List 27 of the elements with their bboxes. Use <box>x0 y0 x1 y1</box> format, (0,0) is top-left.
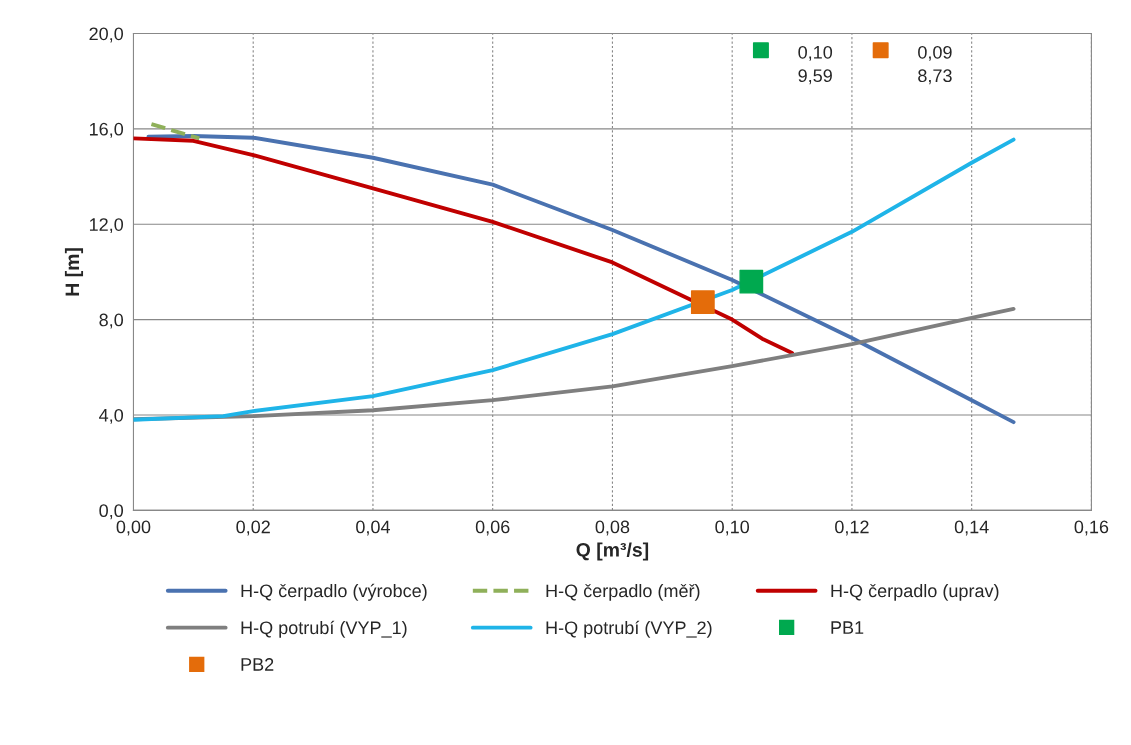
y-tick-label: 16,0 <box>89 122 124 138</box>
x-tick-label: 0,06 <box>475 520 510 536</box>
y-tick-label: 8,0 <box>99 313 124 329</box>
x-tick-label: 0,02 <box>236 520 270 536</box>
legend-label: H-Q potrubí (VYP_2) <box>546 620 712 638</box>
x-tick-label: 0,00 <box>116 520 151 536</box>
legend-label: H-Q čerpadlo (měř) <box>546 583 700 601</box>
legend-label: PB1 <box>831 621 864 634</box>
annotation: 0,10 9,59 <box>798 45 833 85</box>
line-series <box>133 136 794 355</box>
x-tick-label: 0,04 <box>356 520 390 536</box>
y-tick-label: 12,0 <box>89 218 124 234</box>
y-axis-title: H [m] <box>64 248 84 296</box>
y-tick-label: 4,0 <box>99 408 124 424</box>
x-tick-label: 0,08 <box>595 520 630 536</box>
y-tick-label: 0,0 <box>99 504 124 520</box>
legend-label: H-Q čerpadlo (výrobce) <box>241 583 427 601</box>
x-tick-label: 0,12 <box>835 520 869 536</box>
x-tick-label: 0,14 <box>954 520 989 536</box>
legend-label: H-Q potrubí (VYP_1) <box>241 620 407 638</box>
annotation: 0,09 8,73 <box>918 45 952 85</box>
x-tick-label: 0,16 <box>1074 520 1109 536</box>
y-tick-label: 20,0 <box>89 27 124 43</box>
legend-label: H-Q čerpadlo (uprav) <box>831 583 999 601</box>
x-axis-title: Q [m³/s] <box>576 542 649 561</box>
legend-label: PB2 <box>241 658 274 671</box>
x-tick-label: 0,10 <box>715 520 750 536</box>
